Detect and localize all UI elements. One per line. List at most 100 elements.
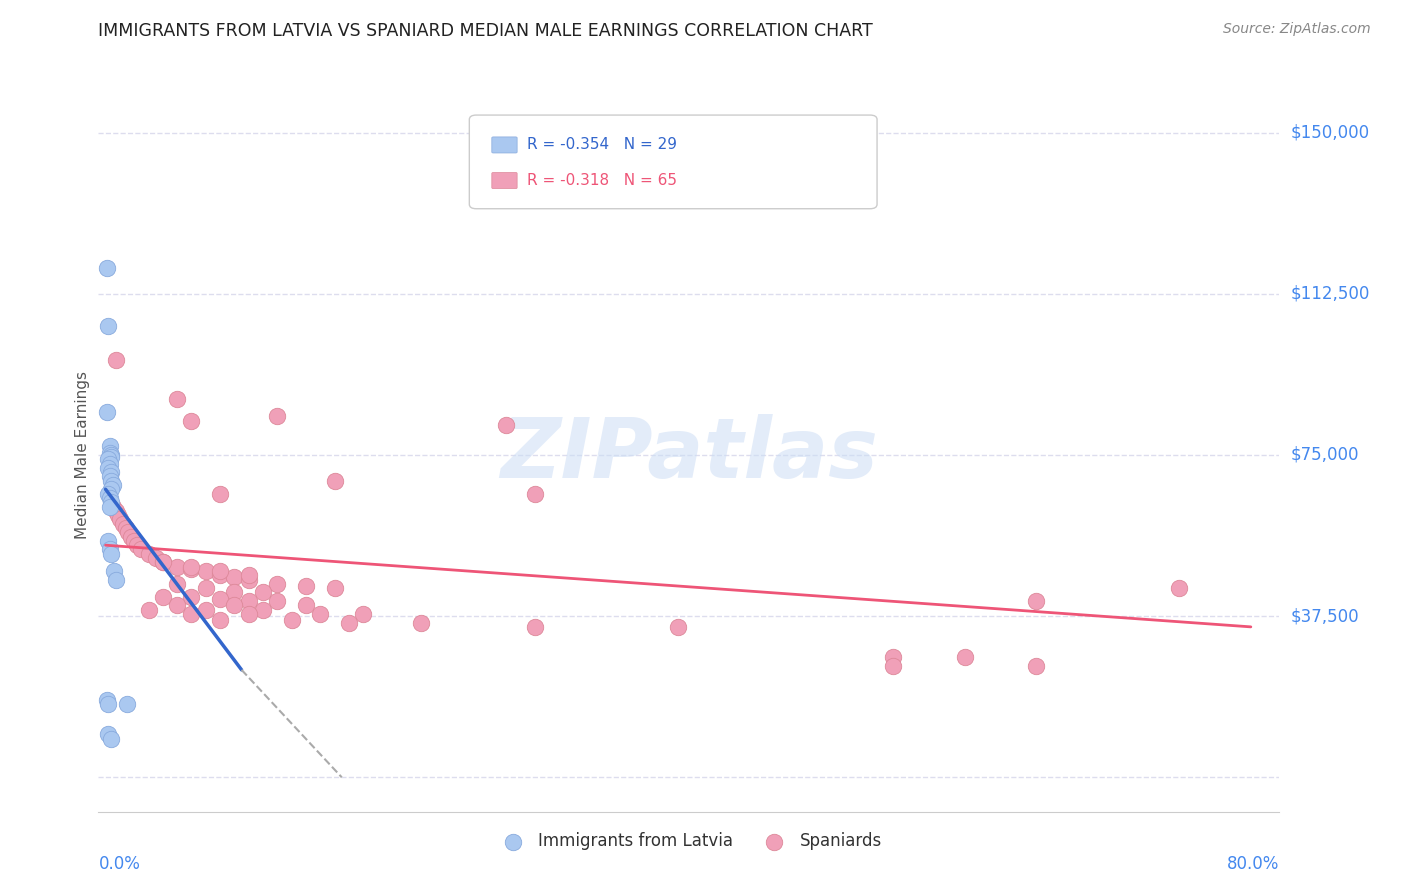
Text: R = -0.318   N = 65: R = -0.318 N = 65 — [527, 173, 676, 188]
Point — [238, 607, 260, 621]
Point — [495, 417, 517, 432]
Point — [238, 594, 260, 608]
Point — [101, 500, 124, 514]
Point — [114, 521, 136, 535]
Point — [122, 533, 145, 548]
Point — [100, 731, 122, 746]
Point — [180, 590, 202, 604]
Point — [96, 260, 118, 275]
Point — [120, 530, 142, 544]
Legend: Immigrants from Latvia, Spaniards: Immigrants from Latvia, Spaniards — [489, 826, 889, 857]
Point — [524, 486, 547, 500]
Point — [100, 547, 122, 561]
Point — [108, 512, 131, 526]
Point — [96, 693, 118, 707]
Point — [104, 504, 127, 518]
Point — [666, 620, 689, 634]
Point — [166, 559, 188, 574]
Point — [180, 413, 202, 427]
Point — [104, 353, 127, 368]
Point — [166, 599, 188, 613]
Point — [166, 392, 188, 406]
Point — [1025, 594, 1047, 608]
Point — [524, 620, 547, 634]
Point — [97, 727, 120, 741]
Point — [180, 562, 202, 576]
Point — [309, 607, 332, 621]
Point — [209, 486, 232, 500]
Text: 0.0%: 0.0% — [98, 855, 141, 872]
Point — [194, 564, 217, 578]
Point — [96, 405, 118, 419]
Point — [252, 602, 274, 616]
Point — [97, 698, 120, 712]
Point — [98, 500, 121, 514]
Point — [97, 486, 120, 500]
Point — [194, 602, 217, 616]
Point — [152, 555, 174, 569]
Point — [100, 448, 122, 462]
Point — [209, 568, 232, 582]
Point — [98, 542, 121, 557]
Text: R = -0.354   N = 29: R = -0.354 N = 29 — [527, 137, 676, 153]
Point — [100, 474, 122, 488]
Point — [125, 538, 148, 552]
Point — [104, 573, 127, 587]
Point — [138, 547, 160, 561]
Point — [953, 650, 976, 665]
Point — [98, 457, 121, 471]
Point — [115, 698, 138, 712]
Text: $150,000: $150,000 — [1291, 123, 1369, 142]
Point — [100, 495, 122, 509]
Point — [100, 483, 122, 497]
Point — [323, 581, 346, 595]
Text: Source: ZipAtlas.com: Source: ZipAtlas.com — [1223, 22, 1371, 37]
Text: 80.0%: 80.0% — [1227, 855, 1279, 872]
Point — [101, 478, 124, 492]
Point — [1025, 658, 1047, 673]
Point — [295, 599, 318, 613]
Point — [180, 607, 202, 621]
Point — [180, 559, 202, 574]
Point — [238, 573, 260, 587]
Point — [98, 491, 121, 505]
Point — [266, 409, 288, 424]
Point — [266, 577, 288, 591]
Text: $75,000: $75,000 — [1291, 446, 1360, 464]
Text: $112,500: $112,500 — [1291, 285, 1369, 302]
Point — [409, 615, 432, 630]
Point — [194, 581, 217, 595]
Point — [100, 465, 122, 479]
Point — [117, 525, 139, 540]
Text: ZIPatlas: ZIPatlas — [501, 415, 877, 495]
Point — [209, 591, 232, 606]
Point — [882, 658, 904, 673]
Point — [97, 318, 120, 333]
Point — [252, 585, 274, 599]
Point — [323, 474, 346, 488]
Point — [166, 577, 188, 591]
Point — [97, 533, 120, 548]
Point — [1168, 581, 1191, 595]
Point — [337, 615, 360, 630]
Point — [352, 607, 374, 621]
Text: $37,500: $37,500 — [1291, 607, 1360, 625]
Point — [103, 564, 125, 578]
Point — [238, 568, 260, 582]
Point — [97, 460, 120, 475]
Point — [131, 542, 153, 557]
Y-axis label: Median Male Earnings: Median Male Earnings — [75, 371, 90, 539]
Point — [224, 585, 246, 599]
Point — [280, 614, 302, 628]
Point — [882, 650, 904, 665]
Point — [266, 594, 288, 608]
Point — [107, 508, 129, 522]
Point — [111, 516, 134, 531]
Point — [98, 446, 121, 460]
Point — [152, 555, 174, 569]
Point — [98, 469, 121, 483]
Point — [100, 450, 122, 464]
Point — [209, 614, 232, 628]
Point — [145, 551, 167, 566]
Point — [209, 564, 232, 578]
